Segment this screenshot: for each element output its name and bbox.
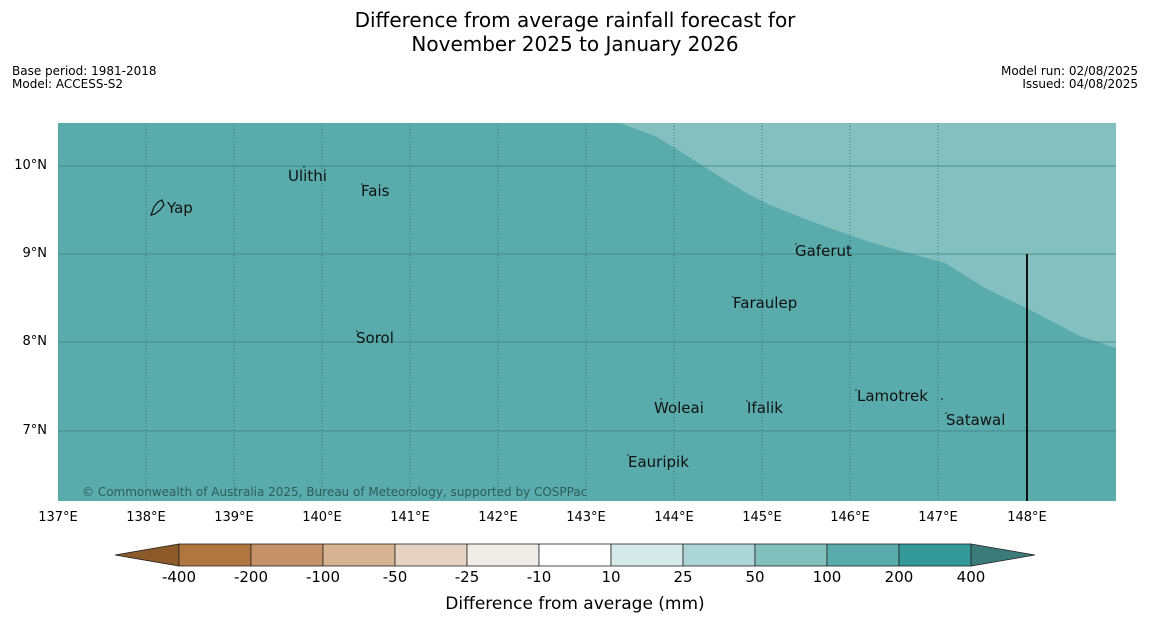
copyright-notice: © Commonwealth of Australia 2025, Bureau… [82, 485, 588, 499]
info-left: Base period: 1981-2018 Model: ACCESS-S2 [12, 65, 157, 91]
colorbar-swatch-4 [394, 543, 468, 567]
lat-label-7n: 7°N [22, 423, 48, 438]
island-label-woleai: Woleai [654, 399, 704, 417]
lon-label-148e: 148°E [1007, 510, 1047, 525]
colorbar-tick-4: -50 [382, 568, 408, 586]
island-label-sorol: Sorol [356, 329, 394, 347]
lon-label-138e: 138°E [126, 510, 166, 525]
colorbar-swatch-5 [466, 543, 540, 567]
colorbar-high-extend [970, 543, 1036, 567]
colorbar [114, 543, 1036, 567]
title-line-1: Difference from average rainfall forecas… [354, 8, 796, 32]
colorbar-swatch-7 [610, 543, 684, 567]
colorbar-swatch-10 [826, 543, 900, 567]
chart-title: Difference from average rainfall forecas… [0, 8, 1150, 56]
colorbar-swatch-1 [178, 543, 252, 567]
lon-label-139e: 139°E [214, 510, 254, 525]
title-line-2: November 2025 to January 2026 [411, 32, 739, 56]
island-label-lamotrek: Lamotrek [857, 387, 928, 405]
colorbar-low-extend [114, 543, 180, 567]
colorbar-swatch-8 [682, 543, 756, 567]
colorbar-swatch-2 [250, 543, 324, 567]
lat-label-9n: 9°N [22, 246, 48, 261]
colorbar-tick-1: -400 [161, 568, 197, 586]
model-name: Model: ACCESS-S2 [12, 77, 124, 91]
colorbar-title: Difference from average (mm) [445, 594, 705, 614]
island-label-gaferut: Gaferut [795, 242, 852, 260]
colorbar-tick-7: 10 [601, 568, 621, 586]
island-label-faraulep: Faraulep [733, 294, 797, 312]
colorbar-tick-3: -100 [305, 568, 341, 586]
lon-label-145e: 145°E [742, 510, 782, 525]
lat-gridlines [58, 165, 1116, 432]
island-label-ulithi: Ulithi [288, 167, 327, 185]
base-period: Base period: 1981-2018 [12, 64, 157, 78]
colorbar-tick-9: 50 [745, 568, 765, 586]
colorbar-swatch-6 [538, 543, 612, 567]
lon-label-144e: 144°E [654, 510, 694, 525]
colorbar-tick-10: 100 [812, 568, 842, 586]
colorbar-swatch-11 [898, 543, 972, 567]
colorbar-tick-12: 400 [956, 568, 986, 586]
lat-label-8n: 8°N [22, 334, 48, 349]
lon-label-141e: 141°E [390, 510, 430, 525]
colorbar-tick-5: -25 [454, 568, 480, 586]
island-label-fais: Fais [361, 182, 390, 200]
colorbar-swatch-9 [754, 543, 828, 567]
lon-label-147e: 147°E [918, 510, 958, 525]
yap-island-shape [150, 199, 165, 216]
island-markers [303, 166, 947, 456]
lon-label-146e: 146°E [830, 510, 870, 525]
colorbar-tick-11: 200 [884, 568, 914, 586]
island-label-ifalik: Ifalik [747, 399, 783, 417]
lon-gridlines [145, 123, 939, 501]
colorbar-tick-2: -200 [233, 568, 269, 586]
lon-label-137e: 137°E [38, 510, 78, 525]
colorbar-tick-6: -10 [526, 568, 552, 586]
island-label-yap: Yap [166, 199, 193, 217]
colorbar-swatch-3 [322, 543, 396, 567]
issued-date: Issued: 04/08/2025 [1022, 77, 1138, 91]
colorbar-tick-8: 25 [673, 568, 693, 586]
lon-label-140e: 140°E [302, 510, 342, 525]
light-rain-region [620, 123, 1116, 348]
island-label-eauripik: Eauripik [628, 453, 689, 471]
model-run: Model run: 02/08/2025 [1000, 64, 1138, 78]
lon-label-143e: 143°E [566, 510, 606, 525]
lon-label-142e: 142°E [478, 510, 518, 525]
island-label-satawal: Satawal [946, 411, 1005, 429]
info-right: Model run: 02/08/2025 Issued: 04/08/2025 [1001, 65, 1138, 91]
lat-label-10n: 10°N [14, 158, 47, 173]
